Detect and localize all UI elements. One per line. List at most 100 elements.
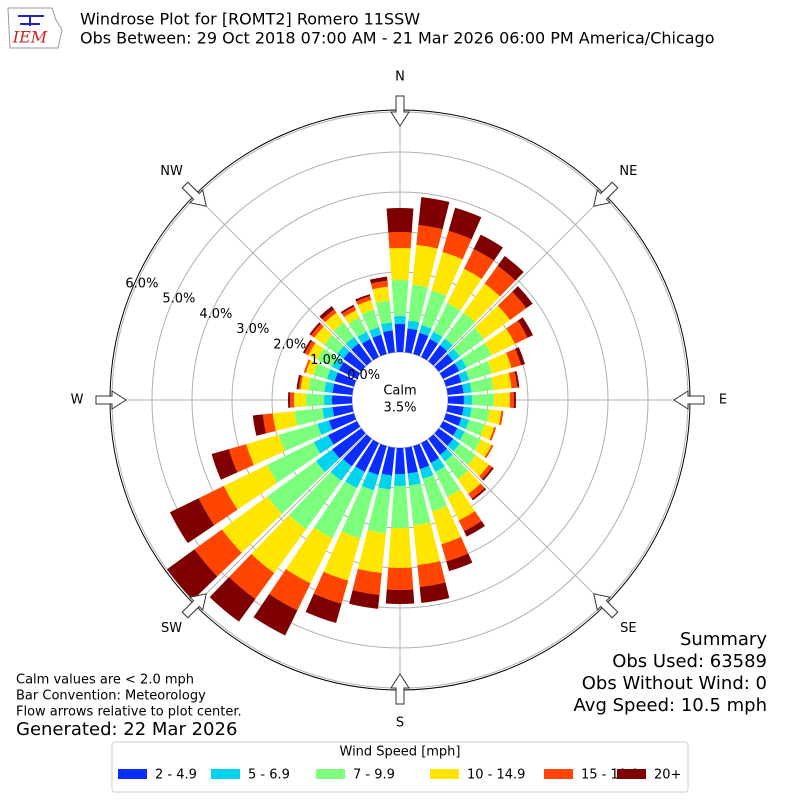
radial-tick-label: 1.0%	[310, 353, 343, 368]
bar-segment	[324, 312, 344, 331]
bar-segment	[333, 322, 355, 344]
radial-tick-label: 5.0%	[162, 292, 195, 307]
bar-segment	[489, 427, 497, 441]
bar-segment	[369, 326, 382, 338]
bar-segment	[198, 485, 238, 526]
bar-segment	[356, 296, 372, 305]
chart-title: Windrose Plot for [ROMT2] Romero 11SSW	[80, 10, 420, 29]
bar-segment	[464, 249, 494, 279]
bar-segment	[228, 444, 254, 473]
bar-segment	[314, 326, 333, 345]
bar-segment	[429, 331, 443, 344]
bar-segment	[497, 255, 524, 281]
bar-segment	[463, 283, 501, 323]
bar-segment	[513, 391, 516, 409]
bar-segment	[290, 392, 295, 408]
bar-segment	[435, 466, 461, 498]
bar-segment	[474, 305, 511, 339]
bar-segment	[465, 419, 485, 436]
direction-label: SE	[620, 621, 636, 636]
bar-segment	[484, 265, 516, 297]
legend-swatch	[430, 769, 459, 779]
flow-arrow	[593, 181, 619, 207]
bar-segment	[372, 286, 390, 303]
bar-segment	[361, 309, 380, 331]
bar-segment	[222, 496, 283, 553]
bar-segment	[433, 302, 461, 337]
bar-segment	[305, 593, 342, 624]
summary-line: Obs Used: 63589	[612, 651, 767, 672]
bar-segment	[355, 439, 379, 472]
radial-tick-label: 2.0%	[273, 338, 306, 353]
bar-segment	[309, 322, 321, 336]
legend-label: 7 - 9.9	[353, 768, 395, 783]
bar-segment	[345, 336, 359, 350]
bar-segment	[391, 485, 409, 528]
bar-segment	[514, 370, 520, 388]
bar-segment	[345, 466, 365, 489]
bar-segment	[386, 207, 414, 233]
bar-segment	[413, 522, 441, 566]
direction-label: E	[719, 393, 727, 408]
bar-segment	[361, 471, 379, 491]
legend-label: 2 - 4.9	[155, 768, 197, 783]
bar-segment	[462, 382, 472, 394]
bar-segment	[328, 421, 361, 445]
radial-tick-label: 0.0%	[347, 368, 380, 383]
bar-segment	[439, 421, 458, 436]
bar-segment	[469, 377, 494, 393]
bar-segment	[428, 434, 448, 456]
bar-segment	[267, 461, 326, 514]
logo-outline	[7, 7, 63, 49]
bar-segment	[331, 357, 344, 371]
bar-segment	[322, 309, 337, 323]
bar-segment	[394, 323, 406, 353]
bar-segment	[317, 348, 337, 367]
bar-segment	[471, 393, 494, 407]
legend-title: Wind Speed [mph]	[340, 745, 461, 760]
bar-segment	[421, 439, 440, 463]
bar-segment	[408, 483, 431, 526]
bar-segment	[251, 515, 306, 574]
bar-segment	[209, 576, 256, 622]
bar-segment	[324, 381, 335, 393]
legend-swatch	[316, 769, 345, 779]
bar-segment	[211, 449, 238, 480]
calm-label: Calm	[383, 384, 416, 399]
bar-segment	[266, 442, 321, 483]
bar-segment	[296, 374, 302, 390]
bar-segment	[388, 527, 412, 568]
direction-label: N	[395, 70, 405, 85]
bar-segment	[447, 348, 460, 362]
bar-segment	[378, 473, 393, 490]
grid-circle	[191, 191, 609, 609]
bar-segment	[308, 377, 327, 393]
bar-segment	[508, 371, 518, 389]
bar-segment	[169, 498, 215, 544]
bar-segment	[505, 348, 522, 369]
bar-segment	[361, 338, 379, 361]
bar-segment	[439, 338, 453, 352]
bar-segment	[453, 443, 477, 466]
bar-segment	[330, 458, 352, 481]
bar-segment	[469, 407, 490, 422]
summary-line: Avg Speed: 10.5 mph	[574, 695, 767, 716]
bar-segment	[509, 392, 514, 408]
bar-segment	[431, 251, 463, 296]
bar-segment	[317, 420, 333, 435]
flow-arrow	[593, 593, 619, 619]
bar-segment	[334, 372, 357, 387]
bar-segment	[344, 310, 360, 324]
bar-segment	[343, 434, 372, 467]
bar-segment	[388, 231, 412, 249]
bar-segment	[447, 268, 482, 311]
bar-segment	[446, 553, 473, 572]
bar-segment	[471, 487, 487, 501]
bar-segment	[313, 571, 349, 604]
legend-label: 20+	[654, 768, 681, 783]
bar-segment	[482, 467, 494, 481]
bar-segment	[285, 527, 333, 584]
calm-value: 3.5%	[383, 401, 416, 416]
bar-segment	[408, 284, 429, 323]
bar-segment	[405, 446, 418, 474]
